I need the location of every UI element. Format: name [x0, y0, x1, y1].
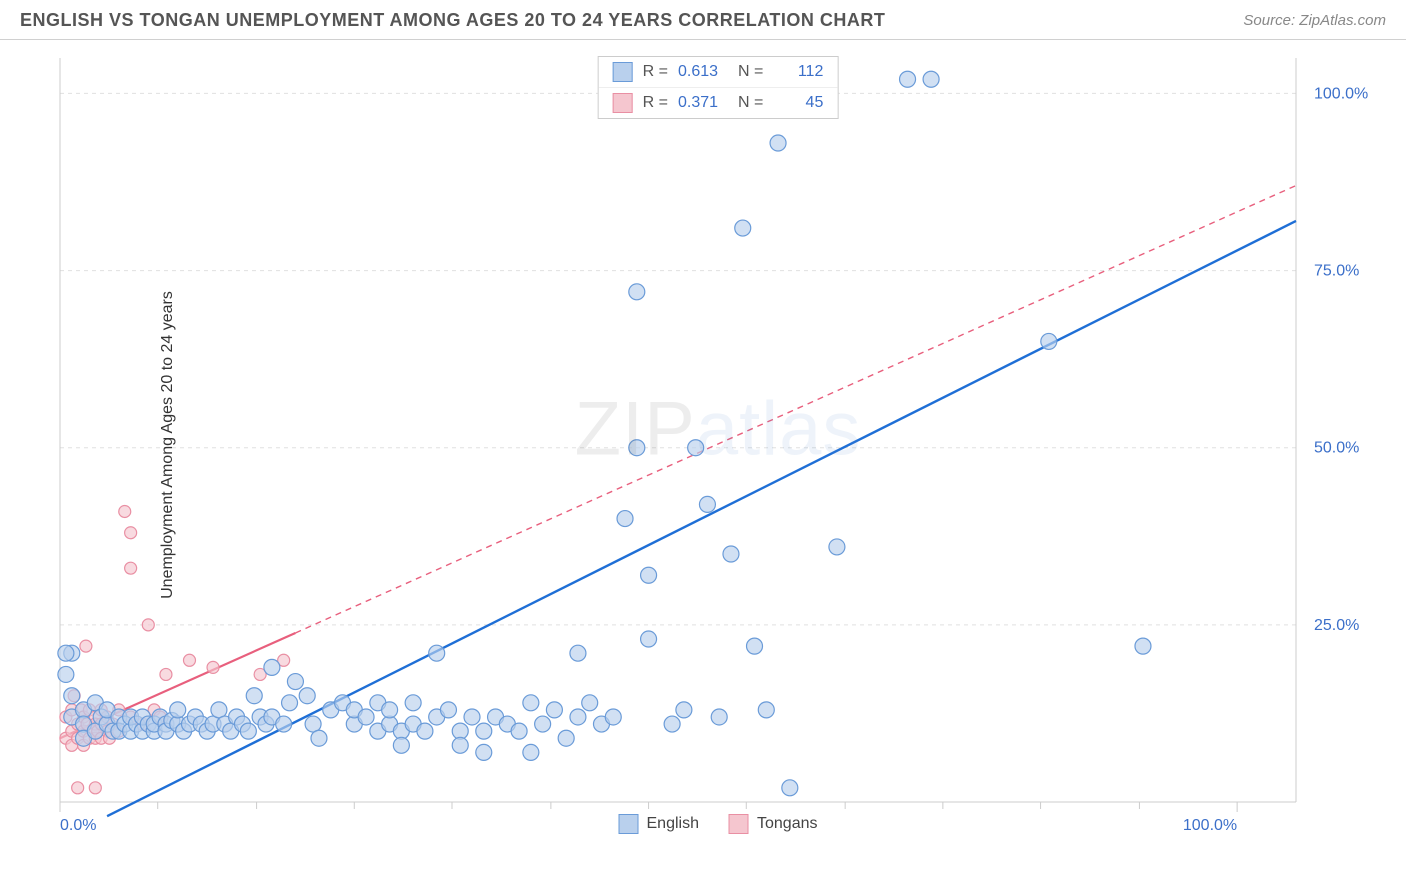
stats-row: R = 0.613 N = 112 — [599, 57, 838, 87]
stats-row: R = 0.371 N = 45 — [599, 87, 838, 118]
y-axis-label: Unemployment Among Ages 20 to 24 years — [159, 291, 177, 599]
n-label: N = — [738, 94, 763, 112]
series-swatch — [619, 814, 639, 834]
legend-label: English — [647, 815, 699, 833]
source-attribution: Source: ZipAtlas.com — [1243, 12, 1386, 29]
series-swatch — [729, 814, 749, 834]
series-swatch — [613, 62, 633, 82]
n-value: 45 — [773, 94, 823, 112]
series-swatch — [613, 93, 633, 113]
legend-item: English — [619, 814, 699, 834]
svg-text:100.0%: 100.0% — [1314, 85, 1368, 102]
svg-text:75.0%: 75.0% — [1314, 263, 1359, 280]
r-label: R = — [643, 94, 668, 112]
scatter-chart: 0.0% 100.0% 25.0% 50.0% 75.0% 100.0% — [50, 48, 1386, 842]
svg-text:25.0%: 25.0% — [1314, 617, 1359, 634]
r-value: 0.371 — [678, 94, 728, 112]
series-legend: English Tongans — [619, 814, 818, 834]
legend-label: Tongans — [757, 815, 818, 833]
correlation-stats-box: R = 0.613 N = 112 R = 0.371 N = 45 — [598, 56, 839, 119]
svg-text:50.0%: 50.0% — [1314, 440, 1359, 457]
n-value: 112 — [773, 63, 823, 81]
chart-title: ENGLISH VS TONGAN UNEMPLOYMENT AMONG AGE… — [20, 10, 885, 31]
legend-item: Tongans — [729, 814, 818, 834]
r-label: R = — [643, 63, 668, 81]
n-label: N = — [738, 63, 763, 81]
chart-area: Unemployment Among Ages 20 to 24 years Z… — [50, 48, 1386, 842]
chart-header: ENGLISH VS TONGAN UNEMPLOYMENT AMONG AGE… — [0, 0, 1406, 40]
r-value: 0.613 — [678, 63, 728, 81]
svg-text:0.0%: 0.0% — [60, 817, 96, 834]
svg-text:100.0%: 100.0% — [1183, 817, 1237, 834]
